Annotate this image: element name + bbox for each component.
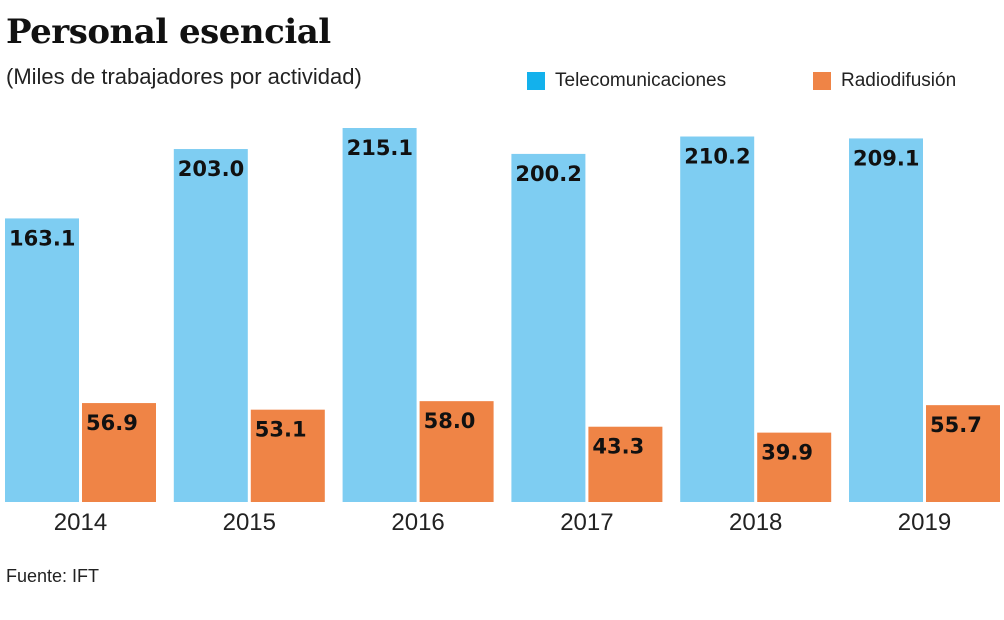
bar-radiodifusion-2018 xyxy=(757,432,832,502)
bar-radiodifusion-2017 xyxy=(588,426,663,502)
data-label: 55.7 xyxy=(930,413,982,437)
data-label: 209.1 xyxy=(853,146,919,170)
x-tick-label: 2014 xyxy=(54,509,107,536)
x-tick-label: 2018 xyxy=(729,509,782,536)
chart-title: Personal esencial xyxy=(6,12,331,52)
x-tick-label: 2015 xyxy=(223,509,276,536)
data-label: 43.3 xyxy=(592,435,644,459)
x-tick-label: 2017 xyxy=(560,509,613,536)
chart-subtitle: (Miles de trabajadores por actividad) xyxy=(6,64,362,89)
data-label: 210.2 xyxy=(684,145,750,169)
bar-telecomunicaciones-2019 xyxy=(849,138,923,502)
bar-telecomunicaciones-2014 xyxy=(5,218,79,502)
x-tick-label: 2016 xyxy=(391,509,444,536)
data-label: 200.2 xyxy=(515,162,581,186)
legend-item-telecomunicaciones: Telecomunicaciones xyxy=(527,70,726,92)
data-label: 39.9 xyxy=(761,441,813,465)
source-note: Fuente: IFT xyxy=(6,566,100,586)
data-label: 203.0 xyxy=(178,157,244,181)
legend-label: Radiodifusión xyxy=(841,70,957,91)
bar-radiodifusion-2016 xyxy=(419,401,494,502)
data-label: 215.1 xyxy=(347,136,413,160)
data-label: 56.9 xyxy=(86,411,138,435)
bar-radiodifusion-2014 xyxy=(82,403,156,502)
bar-telecomunicaciones-2015 xyxy=(173,149,248,503)
bar-telecomunicaciones-2018 xyxy=(680,136,755,502)
data-label: 58.0 xyxy=(424,409,476,433)
legend-item-radiodifusion: Radiodifusión xyxy=(813,70,956,92)
legend-swatch-telecomunicaciones xyxy=(527,72,545,90)
data-label: 163.1 xyxy=(9,226,75,250)
legend-swatch-radiodifusion xyxy=(813,72,831,90)
bar-radiodifusion-2015 xyxy=(250,409,325,502)
bar-telecomunicaciones-2017 xyxy=(511,153,586,502)
legend-label: Telecomunicaciones xyxy=(555,70,727,91)
x-tick-label: 2019 xyxy=(898,509,951,536)
data-label: 53.1 xyxy=(255,418,307,442)
bar-radiodifusion-2019 xyxy=(926,405,1000,502)
bar-telecomunicaciones-2016 xyxy=(342,128,417,502)
